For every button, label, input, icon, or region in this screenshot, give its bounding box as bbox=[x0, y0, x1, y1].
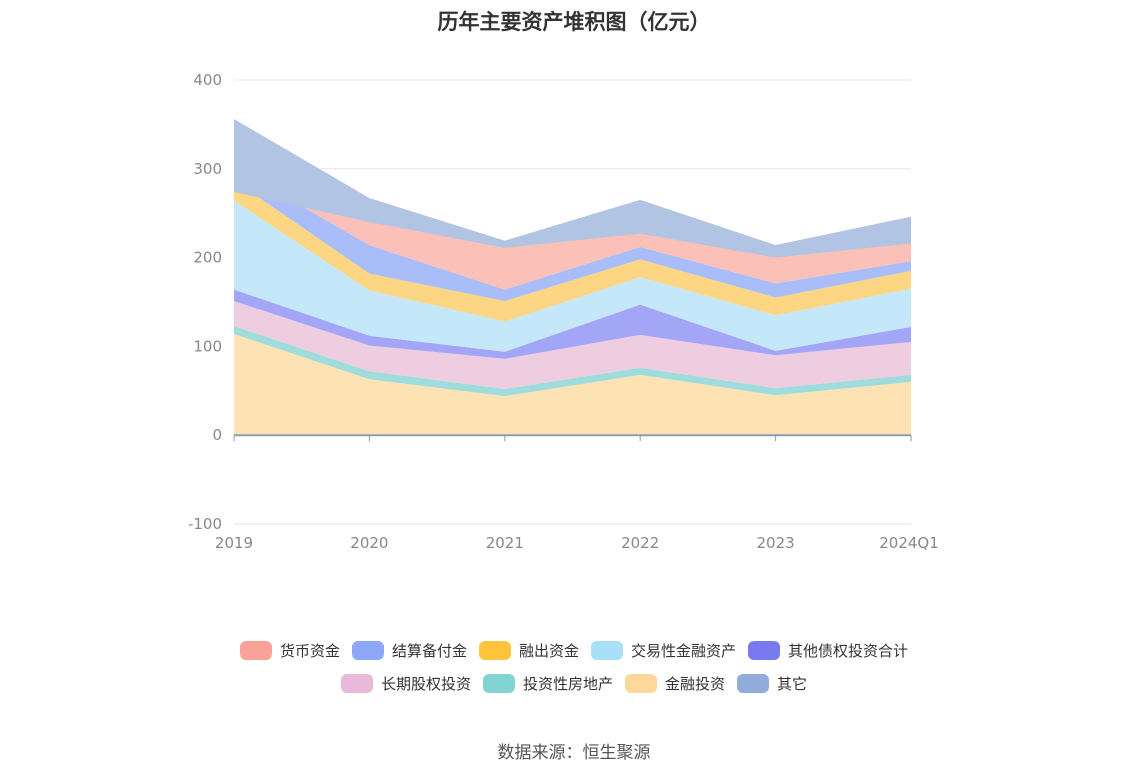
legend-label: 货币资金 bbox=[279, 642, 340, 660]
area-融出资金[interactable] bbox=[234, 180, 911, 322]
legend-item[interactable]: 融出资金 bbox=[478, 640, 579, 661]
legend-item[interactable]: 金融投资 bbox=[625, 673, 725, 694]
legend-item[interactable]: 其它 bbox=[737, 673, 807, 694]
y-axis-ticks: -100 0 100 200 300 400 bbox=[188, 71, 222, 533]
y-tick-label: 0 bbox=[212, 426, 222, 444]
chart-title: 历年主要资产堆积图（亿元） bbox=[437, 10, 711, 34]
legend-item[interactable]: 其他债权投资合计 bbox=[748, 640, 908, 661]
legend-item[interactable]: 交易性金融资产 bbox=[591, 640, 736, 661]
legend-swatch bbox=[748, 641, 781, 660]
legend-swatch bbox=[239, 641, 272, 660]
y-tick-label: 300 bbox=[193, 160, 222, 178]
legend-row-1: 货币资金 结算备付金 融出资金 交易性金融资产 其他债权投资合计 bbox=[0, 640, 1148, 661]
legend-item[interactable]: 投资性房地产 bbox=[482, 673, 613, 694]
legend-swatch bbox=[351, 641, 384, 660]
x-tick-label: 2022 bbox=[621, 534, 659, 552]
legend-swatch bbox=[591, 641, 623, 660]
x-tick-label: 2024Q1 bbox=[879, 534, 939, 552]
legend-swatch bbox=[482, 674, 515, 693]
area-series bbox=[234, 119, 911, 436]
legend-item[interactable]: 长期股权投资 bbox=[340, 673, 471, 694]
y-tick-label: 200 bbox=[193, 249, 222, 267]
legend-label: 结算备付金 bbox=[391, 642, 467, 660]
legend-swatch bbox=[625, 674, 657, 693]
y-tick-label: 100 bbox=[193, 337, 222, 355]
area-交易性金融资产[interactable] bbox=[234, 200, 911, 352]
legend-swatch bbox=[478, 641, 511, 660]
legend-label: 其它 bbox=[777, 675, 808, 693]
x-axis-ticks: 2019 2020 2021 2022 2023 2024Q1 bbox=[215, 534, 939, 552]
area-其它[interactable] bbox=[234, 119, 911, 258]
legend-label: 投资性房地产 bbox=[522, 675, 613, 693]
area-长期股权投资[interactable] bbox=[234, 301, 911, 390]
area-结算备付金[interactable] bbox=[234, 167, 911, 302]
legend-label: 其他债权投资合计 bbox=[788, 642, 909, 660]
x-tick-label: 2020 bbox=[350, 534, 388, 552]
legend-label: 交易性金融资产 bbox=[631, 642, 737, 660]
legend-label: 融出资金 bbox=[518, 642, 579, 660]
legend-item[interactable]: 货币资金 bbox=[239, 640, 340, 661]
legend-swatch bbox=[737, 674, 770, 693]
y-tick-label: -100 bbox=[188, 515, 222, 533]
area-其他债权投资合计[interactable] bbox=[234, 289, 911, 359]
legend-item[interactable]: 结算备付金 bbox=[351, 640, 467, 661]
y-tick-label: 400 bbox=[193, 71, 222, 89]
legend-row-2: 长期股权投资 投资性房地产 金融投资 其它 bbox=[0, 673, 1148, 694]
axes bbox=[233, 434, 912, 442]
area-投资性房地产[interactable] bbox=[234, 325, 911, 397]
x-tick-label: 2021 bbox=[486, 534, 524, 552]
legend-label: 金融投资 bbox=[665, 675, 726, 693]
x-tick-label: 2019 bbox=[215, 534, 253, 552]
legend-label: 长期股权投资 bbox=[380, 675, 471, 693]
x-tick-label: 2023 bbox=[757, 534, 795, 552]
legend-swatch bbox=[340, 674, 373, 693]
area-金融投资[interactable] bbox=[234, 333, 911, 436]
data-source: 数据来源：恒生聚源 bbox=[497, 743, 651, 763]
